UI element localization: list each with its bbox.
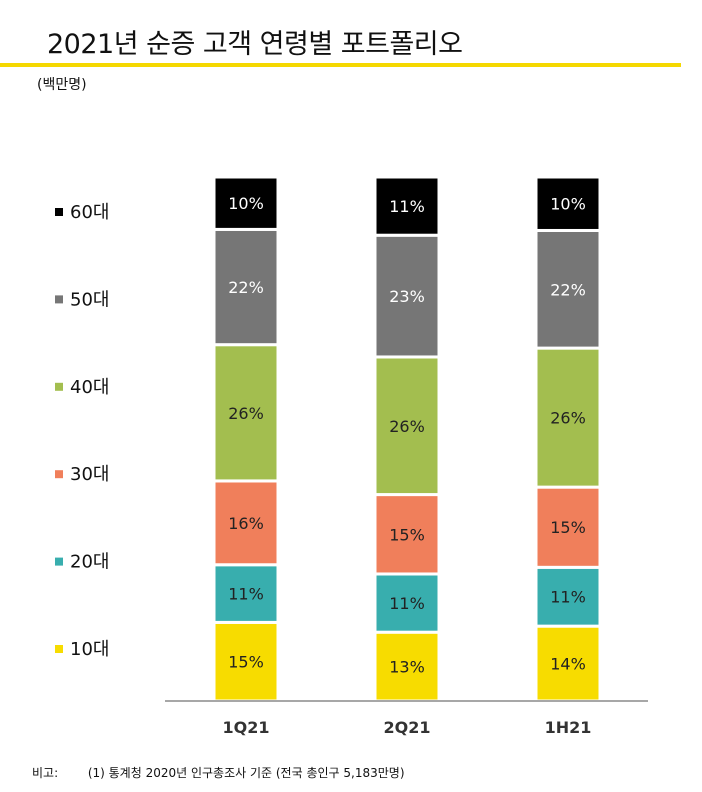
data-label: 10% [550,195,586,214]
data-label: 15% [550,518,586,537]
bar-segment-2Q21-40대 [373,355,441,497]
bar-segment-1H21-50대 [534,228,602,350]
bar-segment-1H21-60대 [534,175,602,232]
x-tick-label: 1H21 [545,718,592,737]
x-tick-label: 1Q21 [223,718,270,737]
data-label: 26% [389,417,425,436]
data-label: 11% [550,588,586,607]
legend-swatch-40대 [55,382,63,391]
unit-label: (백만명) [37,77,87,93]
data-label: 14% [550,655,586,674]
data-label: 26% [550,409,586,428]
data-label: 11% [389,197,425,216]
bar-segment-2Q21-60대 [373,175,441,237]
bar-segment-1H21-40대 [534,346,602,489]
bar-segment-1Q21-20대 [212,563,280,624]
data-label: 23% [389,287,425,306]
footnote: 비고: (1) 통계청 2020년 인구총조사 기준 (전국 총인구 5,183… [32,764,405,781]
legend-label: 10대 [70,639,109,660]
data-label: 22% [550,280,586,299]
legend-swatch-20대 [55,557,63,566]
bar-segment-2Q21-30대 [373,493,441,576]
data-label: 13% [389,658,425,677]
x-tick-label: 2Q21 [384,718,431,737]
data-label: 15% [228,653,264,672]
title-underline [0,63,681,67]
bar-segment-1Q21-60대 [212,175,280,231]
data-label: 22% [228,278,264,297]
bar-segment-2Q21-20대 [373,572,441,634]
legend-label: 20대 [70,552,109,573]
legend-label: 30대 [70,464,109,485]
data-label: 11% [228,585,264,604]
data-label: 16% [228,514,264,533]
bar-segment-1Q21-10대 [212,620,280,703]
page-title: 2021년 순증 고객 연령별 포트폴리오 [47,29,463,60]
bar-segment-1H21-30대 [534,485,602,569]
legend-swatch-10대 [55,645,63,653]
legend-swatch-30대 [55,470,63,479]
footnote-text: (1) 통계청 2020년 인구총조사 기준 (전국 총인구 5,183만명) [87,766,405,780]
legend-label: 40대 [70,377,109,398]
data-label: 26% [228,404,264,423]
legend-label: 60대 [70,202,109,223]
data-label: 11% [389,594,425,613]
legend-label: 50대 [70,289,109,310]
footnote-label: 비고: [32,766,59,780]
legend-swatch-50대 [55,295,63,304]
data-label: 15% [389,525,425,544]
data-label: 10% [228,194,264,213]
legend-swatch-60대 [55,208,63,216]
bar-segment-1H21-20대 [534,565,602,628]
